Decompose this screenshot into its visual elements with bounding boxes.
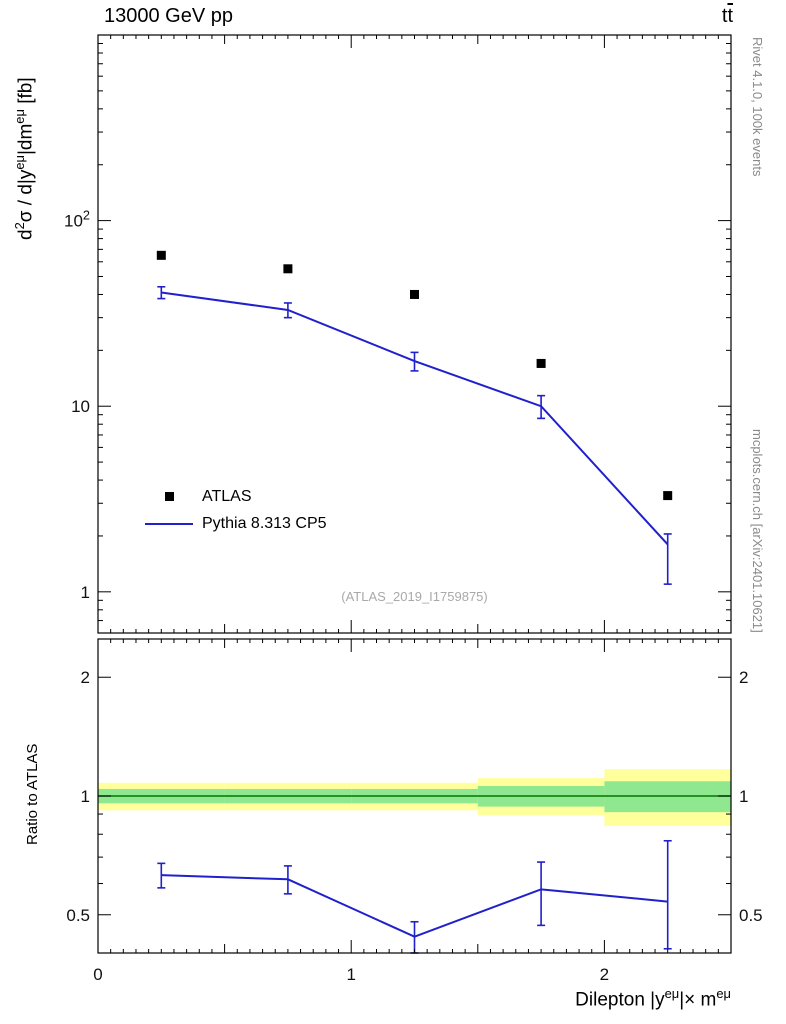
legend-item-pythia: Pythia 8.313 CP5: [142, 510, 327, 537]
atlas-data-marker: [663, 491, 673, 501]
main-y-tick-label: 10: [71, 397, 90, 416]
x-tick-label: 0: [93, 965, 102, 984]
ratio-y-tick-label-right: 2: [739, 668, 748, 687]
legend-label-pythia: Pythia 8.313 CP5: [202, 514, 327, 532]
y-axis-title: d2σ / d|yeμ|dmeμ [fb]: [12, 77, 37, 240]
model-line: [161, 291, 669, 546]
mcplots-arxiv-note: mcplots.cern.ch [arXiv:2401.10621]: [750, 429, 765, 633]
rivet-version-note: Rivet 4.1.0, 100k events: [750, 37, 765, 177]
ratio-y-axis-title: Ratio to ATLAS: [24, 743, 41, 845]
model-line: [161, 874, 668, 938]
ratio-y-tick-label-right: 1: [739, 787, 748, 806]
analysis-id-watermark: (ATLAS_2019_I1759875): [341, 589, 488, 604]
x-axis-title: Dilepton |yeμ|× meμ: [575, 986, 731, 1011]
legend-swatch-cell: [142, 522, 196, 525]
legend: ATLAS Pythia 8.313 CP5: [142, 483, 327, 537]
legend-item-atlas: ATLAS: [142, 483, 327, 510]
atlas-data-marker: [156, 250, 166, 260]
ratio-y-tick-label-left: 1: [81, 787, 90, 806]
ratio-y-tick-label-left: 0.5: [66, 906, 90, 925]
legend-line-swatch: [145, 522, 193, 525]
main-y-tick-label: 1: [81, 583, 90, 602]
atlas-data-marker: [536, 358, 546, 368]
atlas-data-marker: [283, 264, 293, 274]
x-tick-label: 2: [600, 965, 609, 984]
atlas-data-marker: [410, 289, 419, 299]
main-panel-frame: [97, 34, 732, 634]
x-tick-label: 1: [346, 965, 355, 984]
ratio-panel-frame: [97, 638, 732, 954]
process-label: tt: [721, 5, 733, 27]
plot-title: 13000 GeV pp: [104, 5, 233, 27]
legend-square-swatch: [164, 492, 174, 501]
main-y-tick-label: 102: [64, 208, 90, 231]
legend-label-atlas: ATLAS: [202, 487, 252, 505]
ratio-y-tick-label-left: 2: [81, 668, 90, 687]
ratio-y-tick-label-right: 0.5: [739, 906, 763, 925]
legend-swatch-cell: [142, 492, 196, 501]
